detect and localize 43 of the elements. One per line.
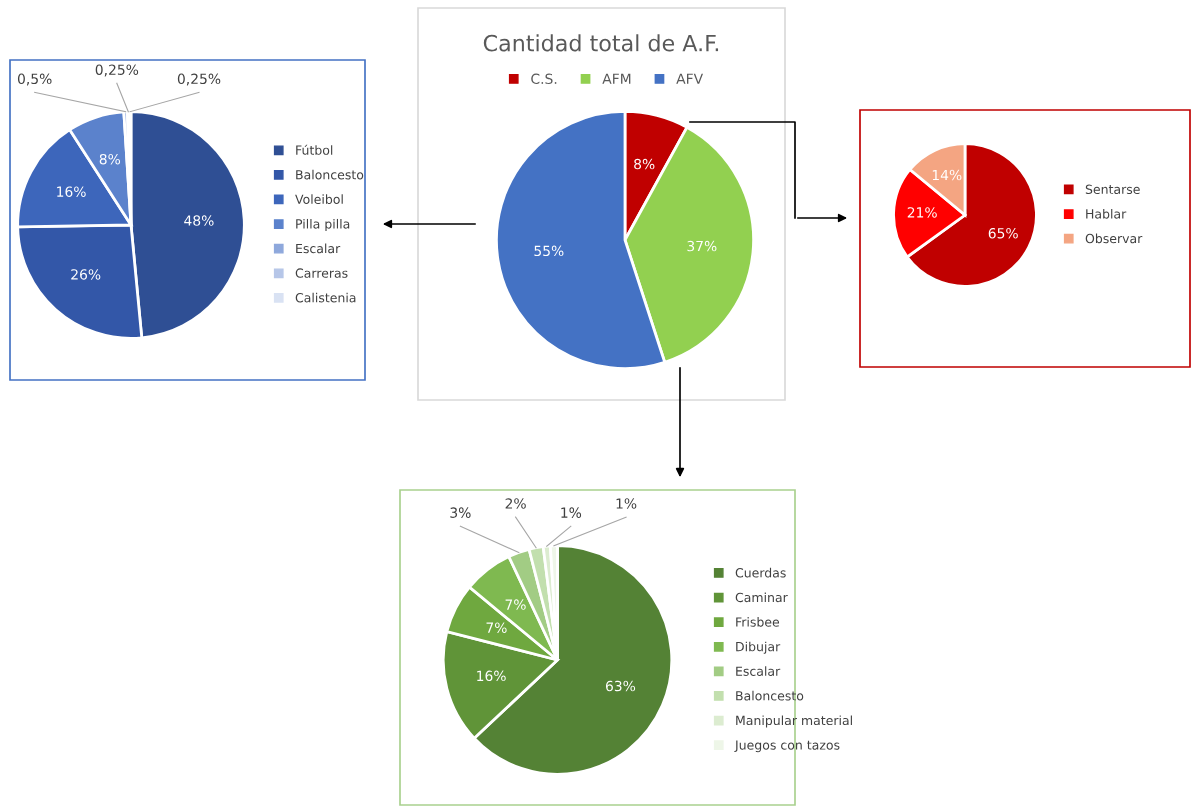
data-label: 37%	[687, 240, 717, 252]
data-label: 1%	[561, 507, 582, 518]
legend-label: Sentarse	[1085, 184, 1140, 195]
data-label: 1%	[616, 498, 637, 509]
legend-label: Escalar	[296, 243, 341, 254]
data-label: 16%	[57, 186, 86, 197]
legend-label: Observar	[1085, 233, 1143, 244]
data-label: 16%	[477, 670, 506, 682]
data-label: 55%	[534, 245, 564, 257]
data-label: 7%	[505, 599, 526, 610]
data-label: 63%	[605, 680, 636, 692]
legend-label: Dibujar	[736, 641, 781, 654]
data-label: 0,25%	[95, 64, 139, 77]
legend-label: Pilla pilla	[296, 218, 350, 232]
legend-label: AFM	[602, 73, 631, 84]
data-label: 2%	[505, 498, 526, 509]
data-label: 7%	[486, 622, 507, 633]
legend-label: Voleibol	[295, 194, 343, 205]
legend-label: Baloncesto	[736, 690, 804, 701]
legend-label: Hablar	[1086, 208, 1127, 219]
legend-label: C.S.	[531, 73, 557, 85]
data-label: 8%	[634, 158, 655, 170]
legend-label: Juegos con tazos	[734, 740, 840, 753]
legend-label: Carreras	[295, 268, 348, 278]
legend-label: Fútbol	[296, 144, 333, 155]
data-label: 3%	[450, 507, 471, 518]
legend-label: Calistenia	[295, 292, 356, 303]
legend-label: Escalar	[736, 666, 781, 676]
data-label: 65%	[988, 227, 1018, 239]
data-label: 21%	[907, 207, 937, 218]
legend-label: Baloncesto	[296, 169, 364, 180]
data-label: 0,25%	[177, 73, 221, 86]
legend-label: AFV	[676, 73, 704, 84]
data-label: 14%	[932, 169, 962, 181]
legend-label: Cuerdas	[735, 567, 786, 578]
data-label: 48%	[184, 215, 214, 226]
legend-label: Manipular material	[736, 715, 852, 728]
legend-label: Caminar	[735, 592, 788, 603]
data-label: 8%	[99, 153, 121, 165]
data-label: 26%	[71, 269, 101, 280]
chart-title: Cantidad total de A.F.	[483, 34, 719, 52]
data-label: 0,5%	[17, 73, 52, 86]
legend-label: Frisbee	[736, 617, 780, 627]
